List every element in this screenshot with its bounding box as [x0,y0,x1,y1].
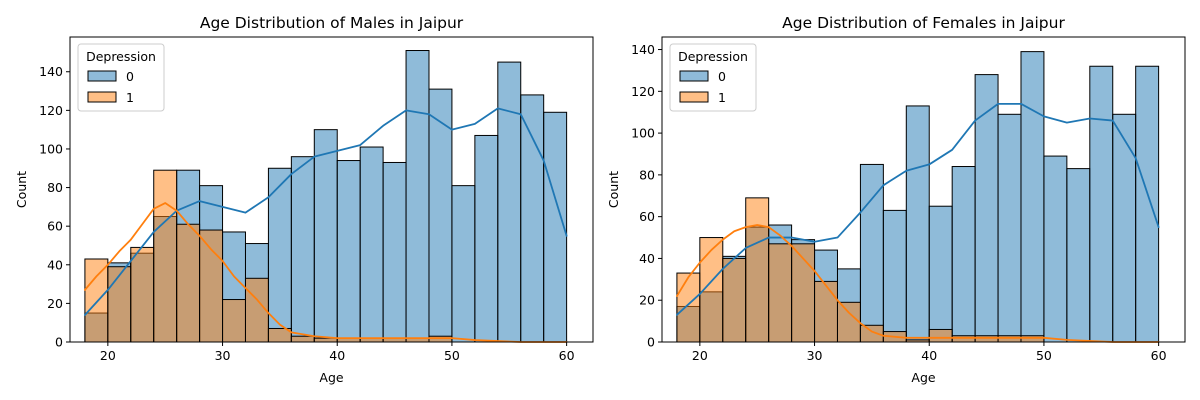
legend-label-series-1: 1 [718,90,726,105]
x-tick-label: 50 [1036,348,1052,363]
bar-series-0 [1135,65,1160,343]
bar-series-0 [405,50,430,343]
bar-series-0 [497,61,522,343]
bar-series-1 [768,243,793,343]
bar-series-1 [1020,335,1045,343]
legend: Depression 0 1 [77,43,165,112]
y-tick-label: 20 [47,296,63,311]
bar-series-1 [222,299,246,343]
kde-line-series-1 [676,224,1160,343]
bar-series-0 [474,134,499,343]
bar-series-1 [974,335,999,343]
legend-label-series-0: 0 [718,69,726,84]
x-tick-label: 20 [100,348,116,363]
bar-series-0 [290,156,315,343]
bar-series-1 [722,257,747,343]
x-tick-label: 40 [329,348,345,363]
bar-group-series-1 [676,197,1045,343]
y-tick-label: 0 [647,335,655,350]
legend-label-series-0: 0 [126,69,134,84]
y-tick-label: 40 [47,257,63,272]
x-tick-label: 40 [921,348,937,363]
axes-frame [661,36,1186,343]
y-tick-label: 100 [631,126,655,141]
bar-series-1 [290,335,315,343]
x-tick-label: 60 [559,348,575,363]
bar-series-0 [1066,168,1091,343]
bar-series-0 [882,209,907,343]
y-tick-label: 140 [631,42,655,57]
bar-series-1 [676,272,701,343]
bar-series-0 [859,163,884,343]
bar-series-0 [1089,65,1114,343]
bar-series-0 [974,74,999,343]
kde-line-series-0 [676,102,1160,316]
x-tick-label: 50 [444,348,460,363]
bar-series-0 [359,146,384,343]
bar-series-0 [1020,51,1045,343]
bar-series-1 [951,335,976,343]
y-tick-label: 20 [639,293,655,308]
legend: Depression 0 1 [669,43,757,112]
y-tick-label: 40 [639,251,655,266]
bar-series-0 [313,129,338,343]
bar-series-1 [84,258,109,343]
y-tick-label: 120 [39,103,63,118]
bar-series-1 [997,335,1022,343]
bar-series-1 [176,223,201,343]
bar-series-1 [836,301,861,343]
chart-title: Age Distribution of Males in Jaipur [200,14,464,32]
y-tick-label: 80 [47,180,63,195]
legend-swatch-series-1 [679,91,709,103]
x-axis-label: Age [911,370,935,385]
chart-females: 20 30 40 50 60 0 20 40 60 80 100 120 140 Age Distribu… [606,14,1186,385]
x-tick-label: 30 [807,348,823,363]
bar-series-0 [451,185,476,343]
y-tick-label: 100 [39,141,63,156]
bar-series-1 [928,328,953,343]
bar-series-1 [199,229,224,343]
kde-line-series-0 [84,107,568,316]
bar-series-1 [107,266,132,343]
bar-series-0 [520,94,545,343]
legend-swatch-series-0 [87,70,117,82]
kde-line-series-1 [84,202,568,343]
x-tick-label: 30 [215,348,231,363]
bar-series-0 [1112,113,1137,343]
y-tick-label: 140 [39,64,63,79]
legend-label-series-1: 1 [126,90,134,105]
bar-series-0 [997,113,1022,343]
bar-series-0 [336,160,361,343]
y-tick-label: 60 [639,209,655,224]
bar-series-0 [951,166,976,343]
bar-series-0 [1043,155,1068,343]
legend-title: Depression [678,49,748,64]
legend-swatch-series-1 [87,91,117,103]
y-tick-label: 80 [639,167,655,182]
y-tick-label: 120 [631,84,655,99]
y-axis-label: Count [606,171,621,208]
axes-frame [69,36,594,343]
x-tick-label: 60 [1151,348,1167,363]
y-axis-label: Count [14,171,29,208]
bar-series-1 [130,246,155,343]
y-tick-label: 0 [55,335,63,350]
bar-series-1 [153,169,178,343]
legend-swatch-series-0 [679,70,709,82]
bar-series-0 [928,205,953,343]
bar-series-1 [814,280,838,343]
chart-males: 20 30 40 50 60 0 20 40 60 80 100 120 140 Age Distribu… [14,14,594,385]
x-axis-label: Age [319,370,343,385]
y-tick-label: 60 [47,219,63,234]
bar-series-0 [905,105,930,343]
legend-title: Depression [86,49,156,64]
bar-series-0 [382,161,407,343]
bar-series-1 [745,197,770,343]
x-tick-label: 20 [692,348,708,363]
chart-title: Age Distribution of Females in Jaipur [782,14,1065,32]
bar-series-1 [428,335,453,343]
